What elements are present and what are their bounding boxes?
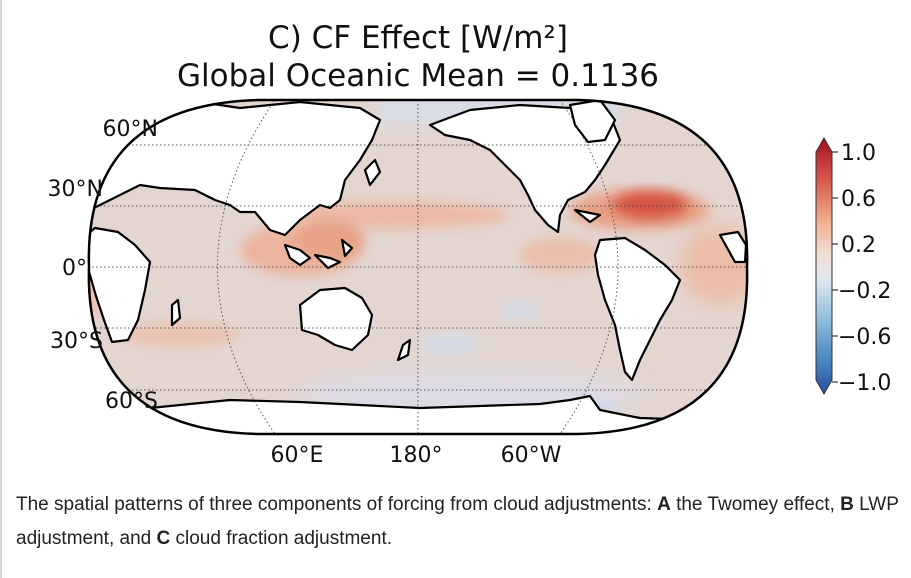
south-america-land (593, 236, 682, 382)
cuba-land (573, 208, 602, 224)
southeast-asia-islands (283, 238, 354, 270)
caption-label-a: A (657, 494, 671, 515)
caption-text-2: the Twomey effect, (670, 494, 841, 515)
south-pacific-cool-2 (498, 302, 542, 318)
map-outline (87, 98, 749, 436)
lat-label-0: 0° (62, 256, 87, 281)
new-zealand-land (396, 338, 412, 362)
eurasia-land (88, 100, 382, 237)
antarctica-land (88, 394, 748, 434)
map-field (88, 100, 748, 434)
chart-subtitle: Global Oceanic Mean = 0.1136 (177, 58, 659, 94)
africa-land (88, 226, 152, 344)
caption-label-c: C (156, 528, 171, 549)
lon-label-60e: 60°E (271, 443, 324, 468)
caption-label-b: B (840, 494, 854, 515)
chart-title: C) CF Effect [W/m²] (268, 20, 568, 56)
colorbar-body (815, 136, 833, 396)
lat-label-60n: 60°N (103, 117, 158, 142)
caption-text-1: The spatial patterns of three components… (16, 494, 658, 515)
lat-label-30n: 30°N (48, 177, 103, 202)
left-border (0, 0, 2, 578)
lon-label-60w: 60°W (501, 443, 562, 468)
south-pacific-cool-1 (420, 335, 480, 355)
lat-label-60s: 60°S (105, 389, 158, 414)
land-masses (88, 100, 748, 434)
greenland-land (568, 100, 617, 144)
lon-label-180: 180° (390, 443, 443, 468)
australia-land (298, 286, 374, 352)
north-atlantic-core (612, 191, 688, 219)
colorbar-label-5: −0.6 (838, 325, 891, 350)
colorbar: 1.0 0.6 0.2 −0.2 −0.6 −1.0 (815, 136, 891, 396)
colorbar-label-1: 1.0 (841, 141, 876, 166)
lat-label-30s: 30°S (50, 329, 103, 354)
colorbar-label-3: 0.2 (841, 233, 876, 258)
colorbar-label-4: −0.2 (838, 279, 891, 304)
madagascar-land (170, 298, 182, 327)
graticule (88, 100, 748, 434)
figure-caption: The spatial patterns of three components… (16, 488, 904, 556)
colorbar-label-2: 0.6 (841, 187, 876, 212)
cloud-fraction-effect-figure: C) CF Effect [W/m²] Global Oceanic Mean … (48, 20, 892, 468)
colorbar-label-6: −1.0 (838, 371, 891, 396)
caption-text-4: cloud fraction adjustment. (170, 528, 393, 549)
east-pacific-patch (520, 237, 600, 273)
west-africa-edge-east (718, 230, 748, 264)
southern-indian-patch (120, 323, 240, 347)
caption-text-3: LWP adjustment, and (16, 494, 899, 549)
colorbar-ticks (832, 151, 838, 383)
japan-land (363, 158, 382, 187)
